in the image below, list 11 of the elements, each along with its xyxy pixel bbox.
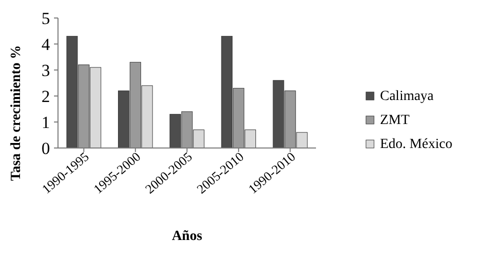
- legend-label: Edo. México: [380, 137, 452, 152]
- x-axis-title: Años: [172, 229, 203, 244]
- y-tick-label: 0: [42, 138, 50, 158]
- y-tick-label: 5: [42, 8, 50, 28]
- legend-label: Calimaya: [380, 89, 434, 104]
- y-axis-title: Tasa de crecimiento %: [9, 45, 24, 181]
- legend-label: ZMT: [380, 113, 410, 128]
- y-tick-label: 3: [42, 60, 50, 80]
- y-tick-label: 2: [42, 86, 50, 106]
- y-tick-label: 4: [42, 34, 50, 54]
- y-tick-label: 1: [42, 112, 50, 132]
